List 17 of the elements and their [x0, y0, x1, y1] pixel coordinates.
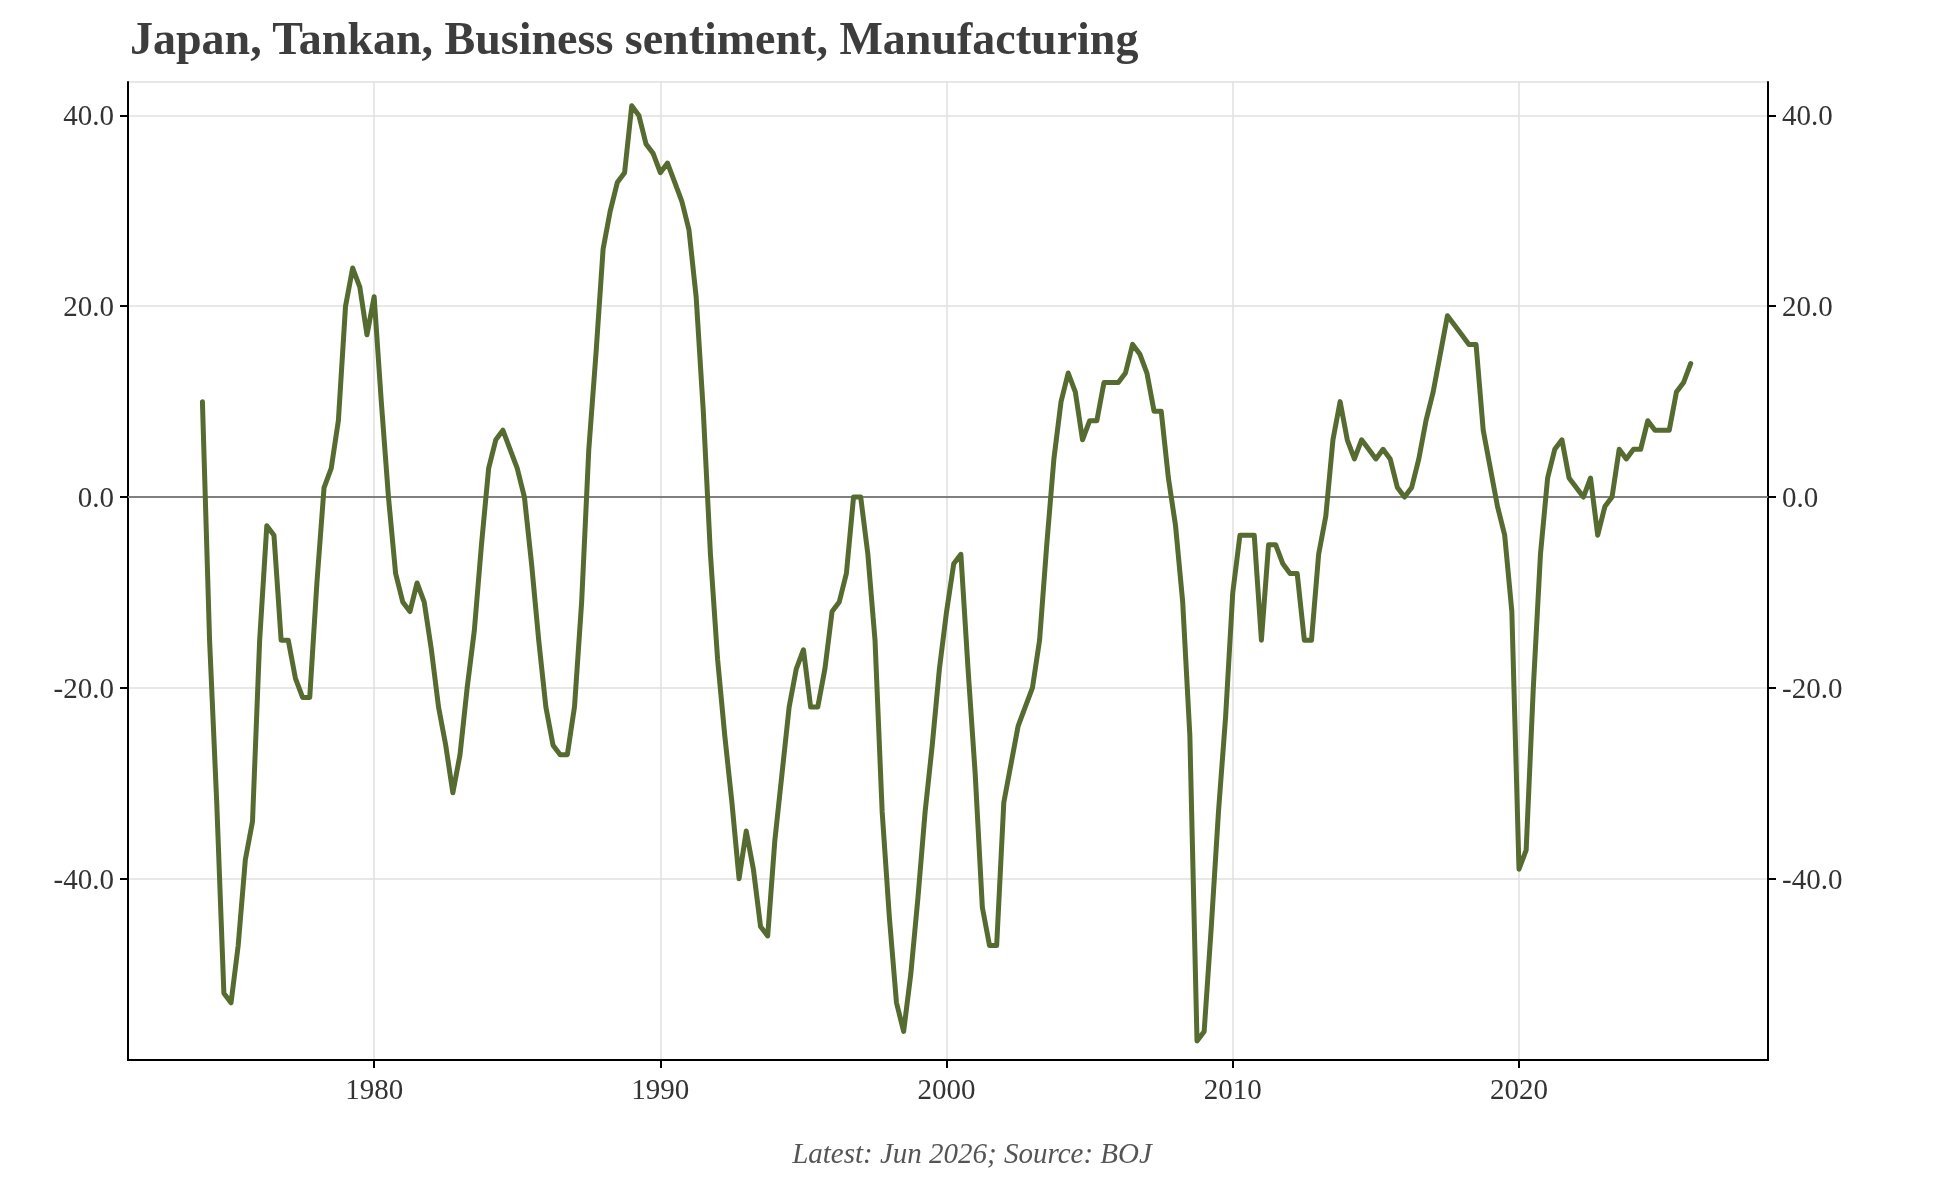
y2-tick-label: -20.0: [1782, 671, 1843, 704]
y-tick-label: 0.0: [77, 481, 114, 514]
y2-tick-label: 0.0: [1782, 481, 1819, 514]
y2-tick-label: 20.0: [1782, 290, 1833, 323]
x-tick-label: 2010: [1203, 1072, 1262, 1105]
y-tick-label: -40.0: [53, 862, 114, 895]
y-tick-label: -20.0: [53, 671, 114, 704]
y2-tick-label: 40.0: [1782, 99, 1833, 132]
x-tick-label: 2000: [917, 1072, 976, 1105]
text: Latest: Jun 2026; Source: BOJ: [791, 1136, 1153, 1169]
y-tick-label: 20.0: [63, 290, 114, 323]
y-tick-label: 40.0: [63, 99, 114, 132]
chart-title: Japan, Tankan, Business sentiment, Manufacturing: [130, 12, 1139, 64]
x-tick-label: 1990: [631, 1072, 690, 1105]
x-tick-label: 1980: [345, 1072, 404, 1105]
y2-tick-label: -40.0: [1782, 862, 1843, 895]
x-tick-label: 2020: [1489, 1072, 1548, 1105]
